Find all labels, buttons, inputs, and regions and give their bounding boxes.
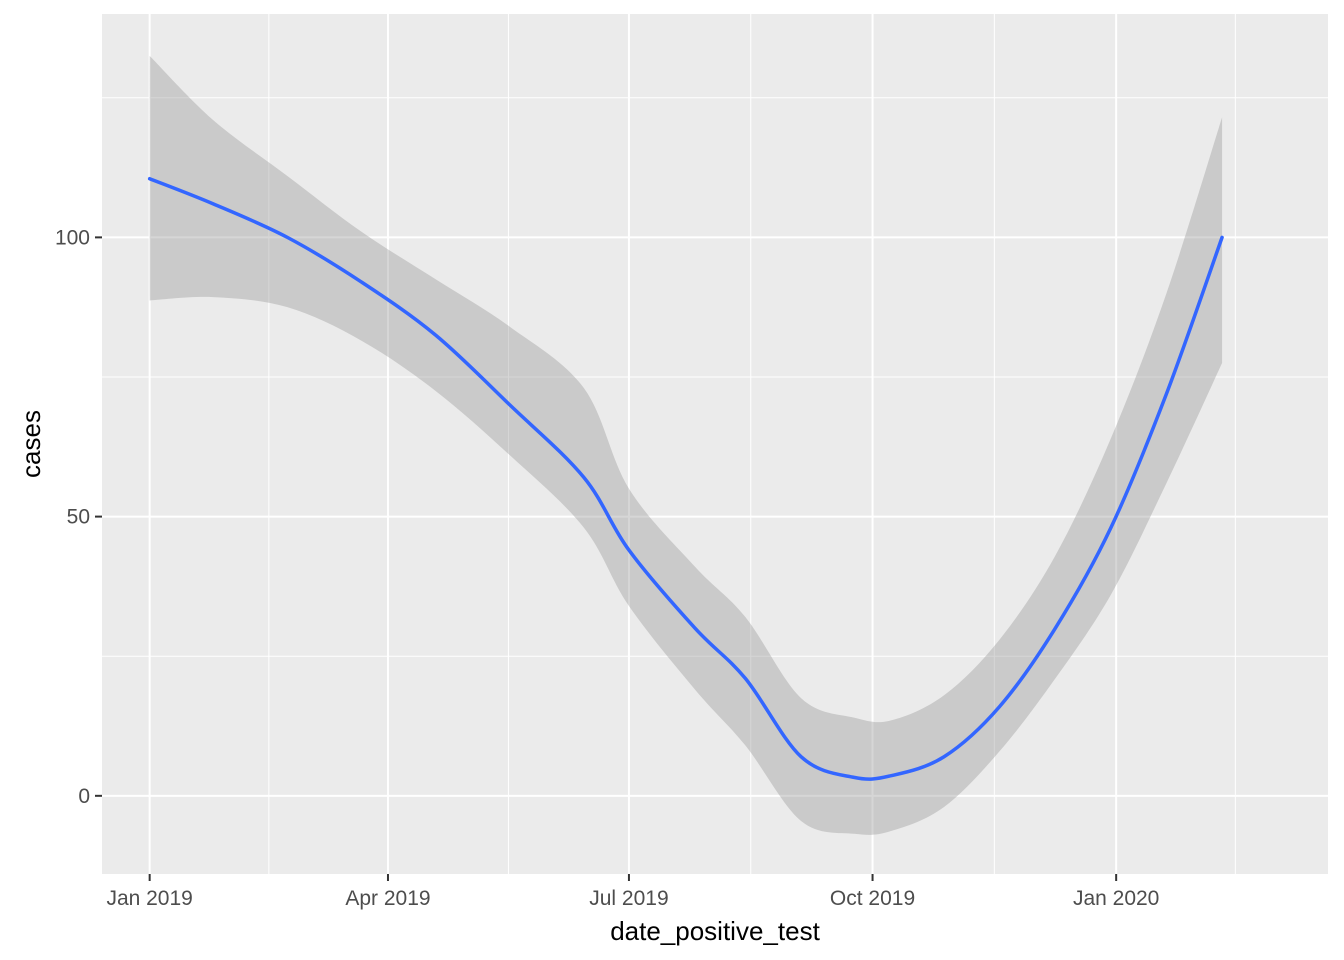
x-axis-title: date_positive_test — [610, 916, 820, 946]
x-tick-label: Jan 2020 — [1073, 887, 1159, 910]
x-tick-label: Apr 2019 — [345, 887, 430, 910]
y-tick-label: 50 — [67, 506, 90, 529]
x-tick-label: Oct 2019 — [830, 887, 915, 910]
y-axis-ticks: 0 50 100 — [55, 226, 102, 808]
y-tick-label: 100 — [55, 226, 90, 249]
x-tick-label: Jan 2019 — [106, 887, 192, 910]
y-axis-title: cases — [16, 410, 46, 478]
y-tick-label: 0 — [78, 785, 90, 808]
grid-major — [102, 14, 1328, 874]
grid-minor — [102, 14, 1328, 874]
plot-panel — [102, 14, 1328, 874]
smooth-line — [147, 176, 1224, 781]
x-tick-label: Jul 2019 — [589, 887, 668, 910]
x-axis-ticks: Jan 2019 Apr 2019 Jul 2019 Oct 2019 Jan 2020 — [106, 874, 1159, 910]
